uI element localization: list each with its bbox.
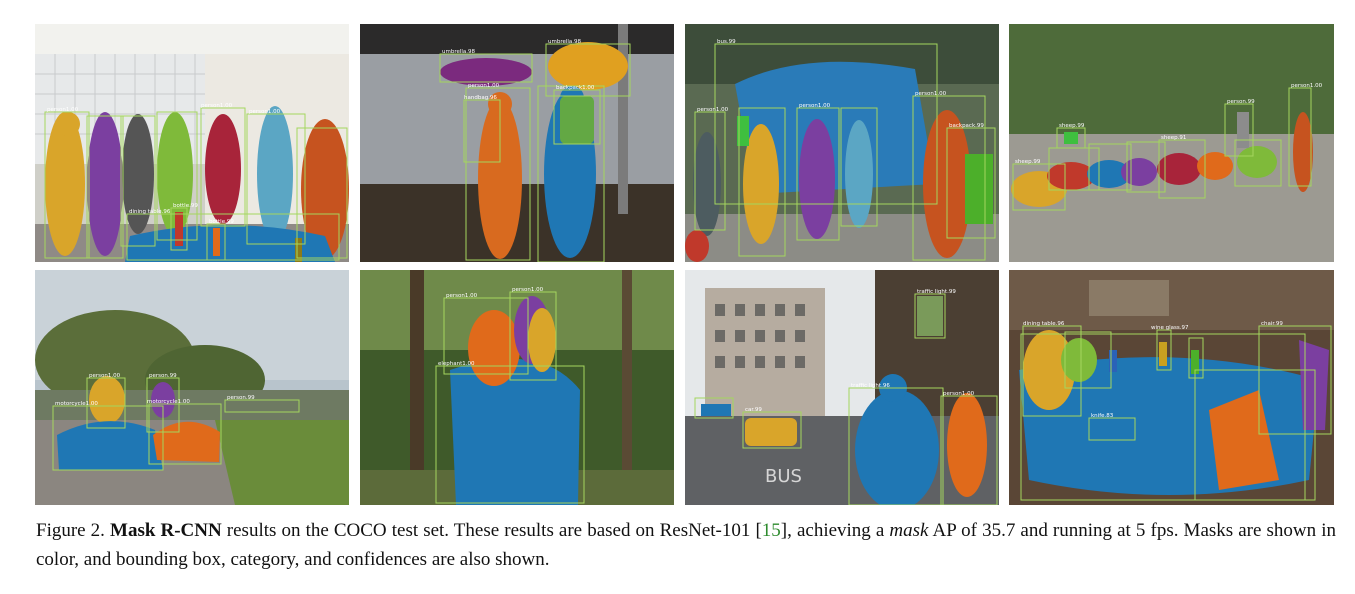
label: elephant1.00 (438, 361, 475, 367)
caption-italic: mask (889, 520, 929, 541)
figure-caption: Figure 2. Mask R-CNN results on the COCO… (36, 516, 1336, 574)
label: person1.00 (1291, 83, 1323, 89)
label: sheep.91 (1161, 135, 1186, 141)
caption-text-1: results on the COCO test set. These resu… (221, 520, 762, 541)
label: backpack1.00 (556, 85, 595, 91)
label: bottle.99 (209, 219, 234, 225)
result-image-sheep: person1.00 person.99 sheep.99 sheep.99 s… (1009, 24, 1334, 262)
caption-text-3: AP of 35.7 and running at 5 fps. Masks a… (36, 520, 1336, 570)
label: person1.00 (943, 391, 975, 397)
label: handbag.96 (464, 95, 497, 101)
label: person1.00 (468, 83, 500, 89)
label: chair.99 (1261, 321, 1283, 327)
result-image-motorcycles: person1.00 person.99 motorcycle1.00 moto… (35, 270, 349, 505)
label: sheep.99 (1015, 159, 1041, 165)
result-image-bus-street: bus.99 person1.00 person1.00 person1.00 … (685, 24, 999, 262)
label: person.99 (149, 373, 177, 379)
label: person1.00 (89, 373, 121, 379)
result-image-umbrellas: umbrella.98 umbrella.98 person1.00 handb… (360, 24, 674, 262)
caption-text-2: ], achieving a (780, 520, 890, 541)
result-image-group-indoor: person1.00 person1.00 person1.00 dining … (35, 24, 349, 262)
label: car.99 (745, 407, 762, 413)
label: wine glass.97 (1151, 325, 1189, 331)
label: person1.00 (201, 103, 233, 109)
label: traffic light.99 (917, 289, 956, 295)
result-image-elephant: person1.00 person1.00 elephant1.00 (360, 270, 674, 505)
result-image-dining-room: dining table.96 chair.99 wine glass.97 k… (1009, 270, 1334, 505)
method-name: Mask R-CNN (110, 520, 222, 541)
label: dining table.96 (129, 209, 171, 215)
label: person1.00 (249, 109, 281, 115)
road-marking: BUS (765, 466, 802, 487)
label: person1.00 (446, 293, 478, 299)
label: motorcycle1.00 (55, 401, 98, 407)
label: dining table.96 (1023, 321, 1065, 327)
label: person.99 (1227, 99, 1255, 105)
label: knife.83 (1091, 413, 1114, 419)
label: person.99 (227, 395, 255, 401)
label: person1.00 (915, 91, 947, 97)
label: person1.00 (47, 107, 79, 113)
result-image-city-street: BUS traffic light.99 traffic light.96 ca… (685, 270, 999, 505)
label: person1.00 (697, 107, 729, 113)
label: traffic light.96 (851, 383, 890, 389)
label: backpack.99 (949, 123, 984, 129)
label: person1.00 (799, 103, 831, 109)
label: umbrella.98 (548, 39, 582, 45)
label: bus.99 (717, 39, 736, 45)
citation-link[interactable]: 15 (761, 520, 781, 541)
label: motorcycle1.00 (147, 399, 190, 405)
label: sheep.99 (1059, 123, 1085, 129)
label: person1.00 (512, 287, 544, 293)
label: bottle.99 (173, 203, 198, 209)
figure-label: Figure 2. (36, 520, 105, 541)
label: umbrella.98 (442, 49, 476, 55)
